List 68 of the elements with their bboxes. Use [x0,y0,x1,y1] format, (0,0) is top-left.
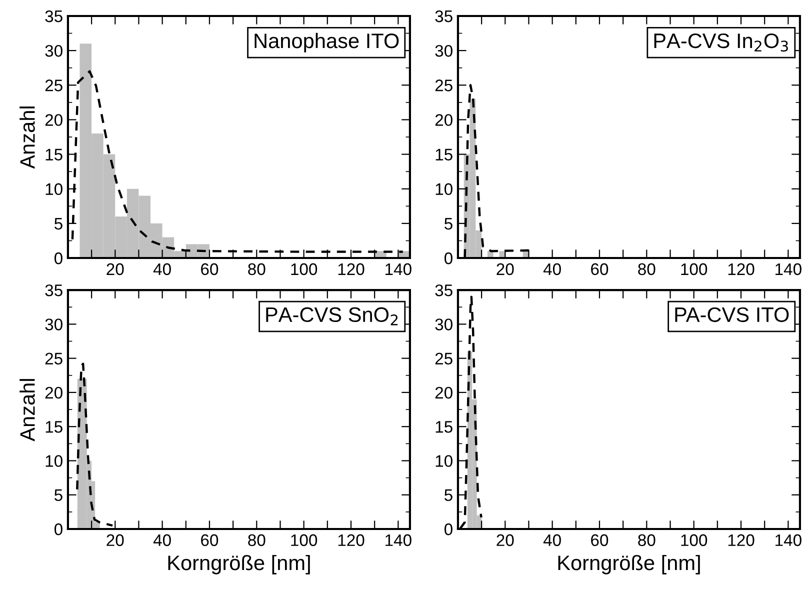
x-tick-label: 140 [386,534,412,546]
x-tick-label: 120 [338,263,364,276]
y-tick-label: 5 [444,218,452,230]
y-tick-label: 10 [436,183,452,196]
x-tick-label: 40 [153,534,171,546]
x-tick-label: 40 [153,263,171,276]
y-tick-label: 5 [54,218,62,230]
y-tick-label: 30 [45,44,62,57]
x-tick-label: 100 [681,534,708,546]
y-tick-label: 20 [435,114,452,126]
y-tick-label: 20 [45,114,62,126]
annotation: Nanophase ITO [254,32,399,52]
y-tick-label: 30 [45,318,62,330]
x-tick-label: 80 [248,534,266,546]
x-tick-label: 40 [543,534,561,546]
y-tick-label: 0 [444,252,452,264]
x-tick-label: 100 [291,263,318,276]
x-axis-title: Korngröße [nm] [168,554,310,574]
x-tick-label: 120 [338,534,364,546]
x-tick-label: 120 [728,263,754,276]
y-tick-label: 10 [46,183,62,196]
y-axis-title: Anzahl [20,106,35,169]
y-tick-label: 10 [46,455,62,467]
y-tick-label: 10 [436,455,452,467]
y-tick-label: 30 [435,318,452,330]
y-tick-label: 35 [435,10,452,22]
y-tick-label: 5 [444,489,452,502]
x-tick-label: 140 [386,263,412,276]
x-tick-label: 80 [248,263,266,276]
x-tick-label: 100 [291,534,318,546]
x-tick-label: 40 [543,263,561,276]
y-tick-label: 15 [436,148,452,160]
y-tick-label: 15 [436,421,452,433]
annotation: PA-CVS ITO [675,307,789,322]
x-tick-label: 120 [728,534,754,546]
x-tick-label: 100 [681,263,708,276]
x-tick-label: 80 [638,263,656,276]
x-tick-label: 140 [776,263,802,276]
x-tick-label: 80 [638,534,656,546]
y-tick-label: 35 [45,284,62,296]
x-tick-label: 20 [106,263,124,276]
x-tick-label: 20 [496,263,514,276]
x-tick-label: 140 [776,534,802,546]
y-tick-label: 30 [435,44,452,57]
x-tick-label: 60 [201,263,218,276]
x-tick-label: 20 [496,534,514,546]
x-tick-label: 60 [201,534,218,546]
y-tick-label: 20 [45,386,62,399]
y-tick-label: 0 [54,252,62,264]
y-tick-label: 25 [45,80,62,92]
x-tick-label: 20 [106,534,124,546]
y-tick-label: 15 [46,148,62,160]
y-tick-label: 0 [54,523,62,536]
y-tick-label: 15 [46,421,62,433]
y-tick-label: 25 [435,352,452,365]
y-tick-label: 20 [435,386,452,399]
y-tick-label: 35 [45,10,62,22]
x-tick-label: 60 [591,263,608,276]
y-tick-label: 25 [45,352,62,365]
y-tick-label: 5 [54,489,62,502]
y-tick-label: 35 [435,284,452,296]
y-tick-label: 25 [435,80,452,92]
x-axis-title: Korngröße [nm] [558,554,700,574]
annotation: PA-CVS SnO$_{2}$ [266,307,398,326]
y-tick-label: 0 [444,523,452,536]
x-tick-label: 60 [591,534,608,546]
y-axis-title: Anzahl [20,379,35,442]
annotation: PA-CVS In$_{2}$O$_{3}$ [654,33,788,52]
